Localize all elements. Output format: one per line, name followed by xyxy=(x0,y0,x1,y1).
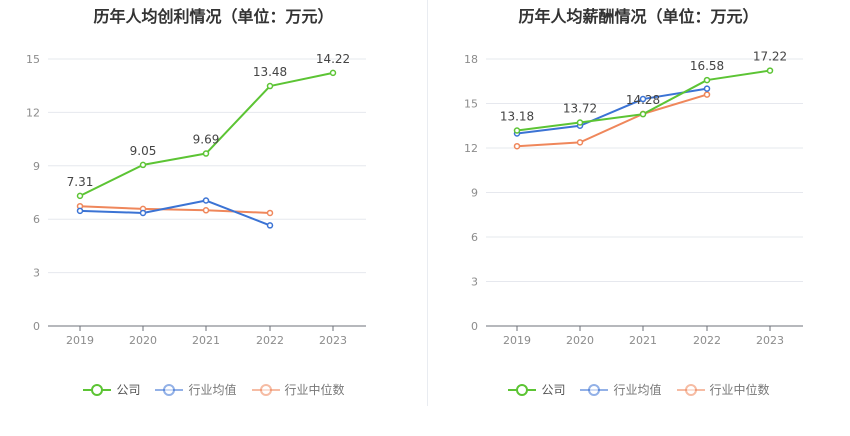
x-tick-label: 2021 xyxy=(192,334,220,347)
y-tick-label: 0 xyxy=(471,320,478,333)
x-tick-label: 2023 xyxy=(756,334,784,347)
x-tick-label: 2022 xyxy=(256,334,284,347)
legend-marker xyxy=(163,383,176,396)
legend-label: 行业均值 xyxy=(188,383,237,397)
series-line xyxy=(79,205,271,214)
legend-marker xyxy=(588,383,601,396)
legend-label: 行业中位数 xyxy=(284,383,345,397)
data-label: 17.22 xyxy=(753,50,787,64)
data-point xyxy=(266,222,274,229)
data-point xyxy=(266,82,274,90)
data-point xyxy=(703,85,711,92)
data-label: 16.58 xyxy=(690,59,724,73)
y-tick-label: 12 xyxy=(464,142,478,155)
data-point xyxy=(513,127,521,134)
data-label: 13.18 xyxy=(500,109,534,123)
legend-swatch-icon xyxy=(676,383,705,396)
legend-marker xyxy=(516,383,529,396)
data-point xyxy=(766,67,774,74)
panel-divider xyxy=(427,0,428,406)
series-line xyxy=(516,87,708,135)
x-tick-label: 2019 xyxy=(66,334,94,347)
legend-item[interactable]: 行业中位数 xyxy=(251,381,345,398)
x-tick-label: 2019 xyxy=(503,334,531,347)
data-point xyxy=(639,95,647,103)
profit-line-chart: 0 3 6 9 12 15 2019 2020 2021 2022 2023 7.31 9.05 9.69… xyxy=(26,52,366,347)
data-point xyxy=(139,161,147,169)
legend-marker xyxy=(684,383,697,396)
chart-legend: 公司 行业均值 行业中位数 xyxy=(0,381,427,398)
data-point xyxy=(576,119,584,126)
y-tick-label: 3 xyxy=(33,267,40,280)
series-line xyxy=(516,93,708,148)
data-label: 14.22 xyxy=(316,52,350,66)
chart-legend: 公司 行业均值 行业中位数 xyxy=(427,381,850,398)
data-point xyxy=(76,192,84,200)
data-point xyxy=(202,197,210,204)
x-tick-label: 2022 xyxy=(693,334,721,347)
y-tick-label: 15 xyxy=(464,98,478,111)
data-point xyxy=(266,209,274,217)
chart-panel-salary: 历年人均薪酬情况（单位：万元） 0 3 6 9 12 15 18 2019 2020 2021 20… xyxy=(427,0,850,436)
y-tick-label: 15 xyxy=(26,53,40,66)
legend-marker xyxy=(259,383,272,396)
chart-panel-profit: 历年人均创利情况（单位：万元） 0 3 6 9 12 15 2019 2020 2021 2022… xyxy=(0,7,427,398)
legend-swatch-icon xyxy=(155,383,184,396)
data-point xyxy=(329,69,337,77)
data-point xyxy=(202,150,210,157)
series-line xyxy=(79,199,271,227)
data-label: 13.48 xyxy=(253,65,287,79)
legend-label: 公司 xyxy=(116,383,141,397)
y-tick-label: 0 xyxy=(33,320,40,333)
legend-label: 公司 xyxy=(541,383,566,397)
x-tick-label: 2023 xyxy=(319,334,347,347)
data-point xyxy=(576,139,584,146)
legend-item[interactable]: 公司 xyxy=(82,381,140,398)
legend-label: 行业中位数 xyxy=(709,383,770,397)
data-point xyxy=(76,207,84,215)
data-point xyxy=(513,142,521,150)
data-label: 14.28 xyxy=(626,93,660,107)
data-label: 7.31 xyxy=(67,175,94,189)
y-tick-label: 3 xyxy=(471,276,478,289)
y-tick-label: 9 xyxy=(471,187,478,200)
legend-item[interactable]: 行业中位数 xyxy=(676,381,770,398)
legend-marker xyxy=(91,383,104,396)
legend-item[interactable]: 公司 xyxy=(507,381,565,398)
data-point xyxy=(703,91,711,98)
chart-title: 历年人均创利情况（单位：万元） xyxy=(93,7,334,26)
legend-swatch-icon xyxy=(83,383,112,396)
legend-label: 行业均值 xyxy=(613,383,662,397)
y-tick-label: 6 xyxy=(471,231,478,244)
y-tick-label: 6 xyxy=(33,213,40,226)
x-tick-label: 2020 xyxy=(566,334,594,347)
x-tick-label: 2020 xyxy=(129,334,157,347)
chart-title: 历年人均薪酬情况（单位：万元） xyxy=(518,7,759,26)
x-tick-label: 2021 xyxy=(629,334,657,347)
data-label: 13.72 xyxy=(563,101,597,115)
salary-line-chart: 0 3 6 9 12 15 18 2019 2020 2021 2022 2023 13.18 13.72… xyxy=(464,50,803,347)
legend-item[interactable]: 行业均值 xyxy=(154,381,237,398)
legend-swatch-icon xyxy=(580,383,609,396)
y-tick-label: 18 xyxy=(464,53,478,66)
legend-swatch-icon xyxy=(251,383,280,396)
y-tick-label: 9 xyxy=(33,160,40,173)
data-label: 9.69 xyxy=(193,133,220,147)
data-point xyxy=(139,209,147,217)
data-point xyxy=(639,110,647,118)
data-point xyxy=(202,207,210,214)
legend-item[interactable]: 行业均值 xyxy=(579,381,662,398)
legend-swatch-icon xyxy=(508,383,537,396)
y-tick-label: 12 xyxy=(26,106,40,119)
data-point xyxy=(703,76,711,84)
data-label: 9.05 xyxy=(130,144,157,158)
